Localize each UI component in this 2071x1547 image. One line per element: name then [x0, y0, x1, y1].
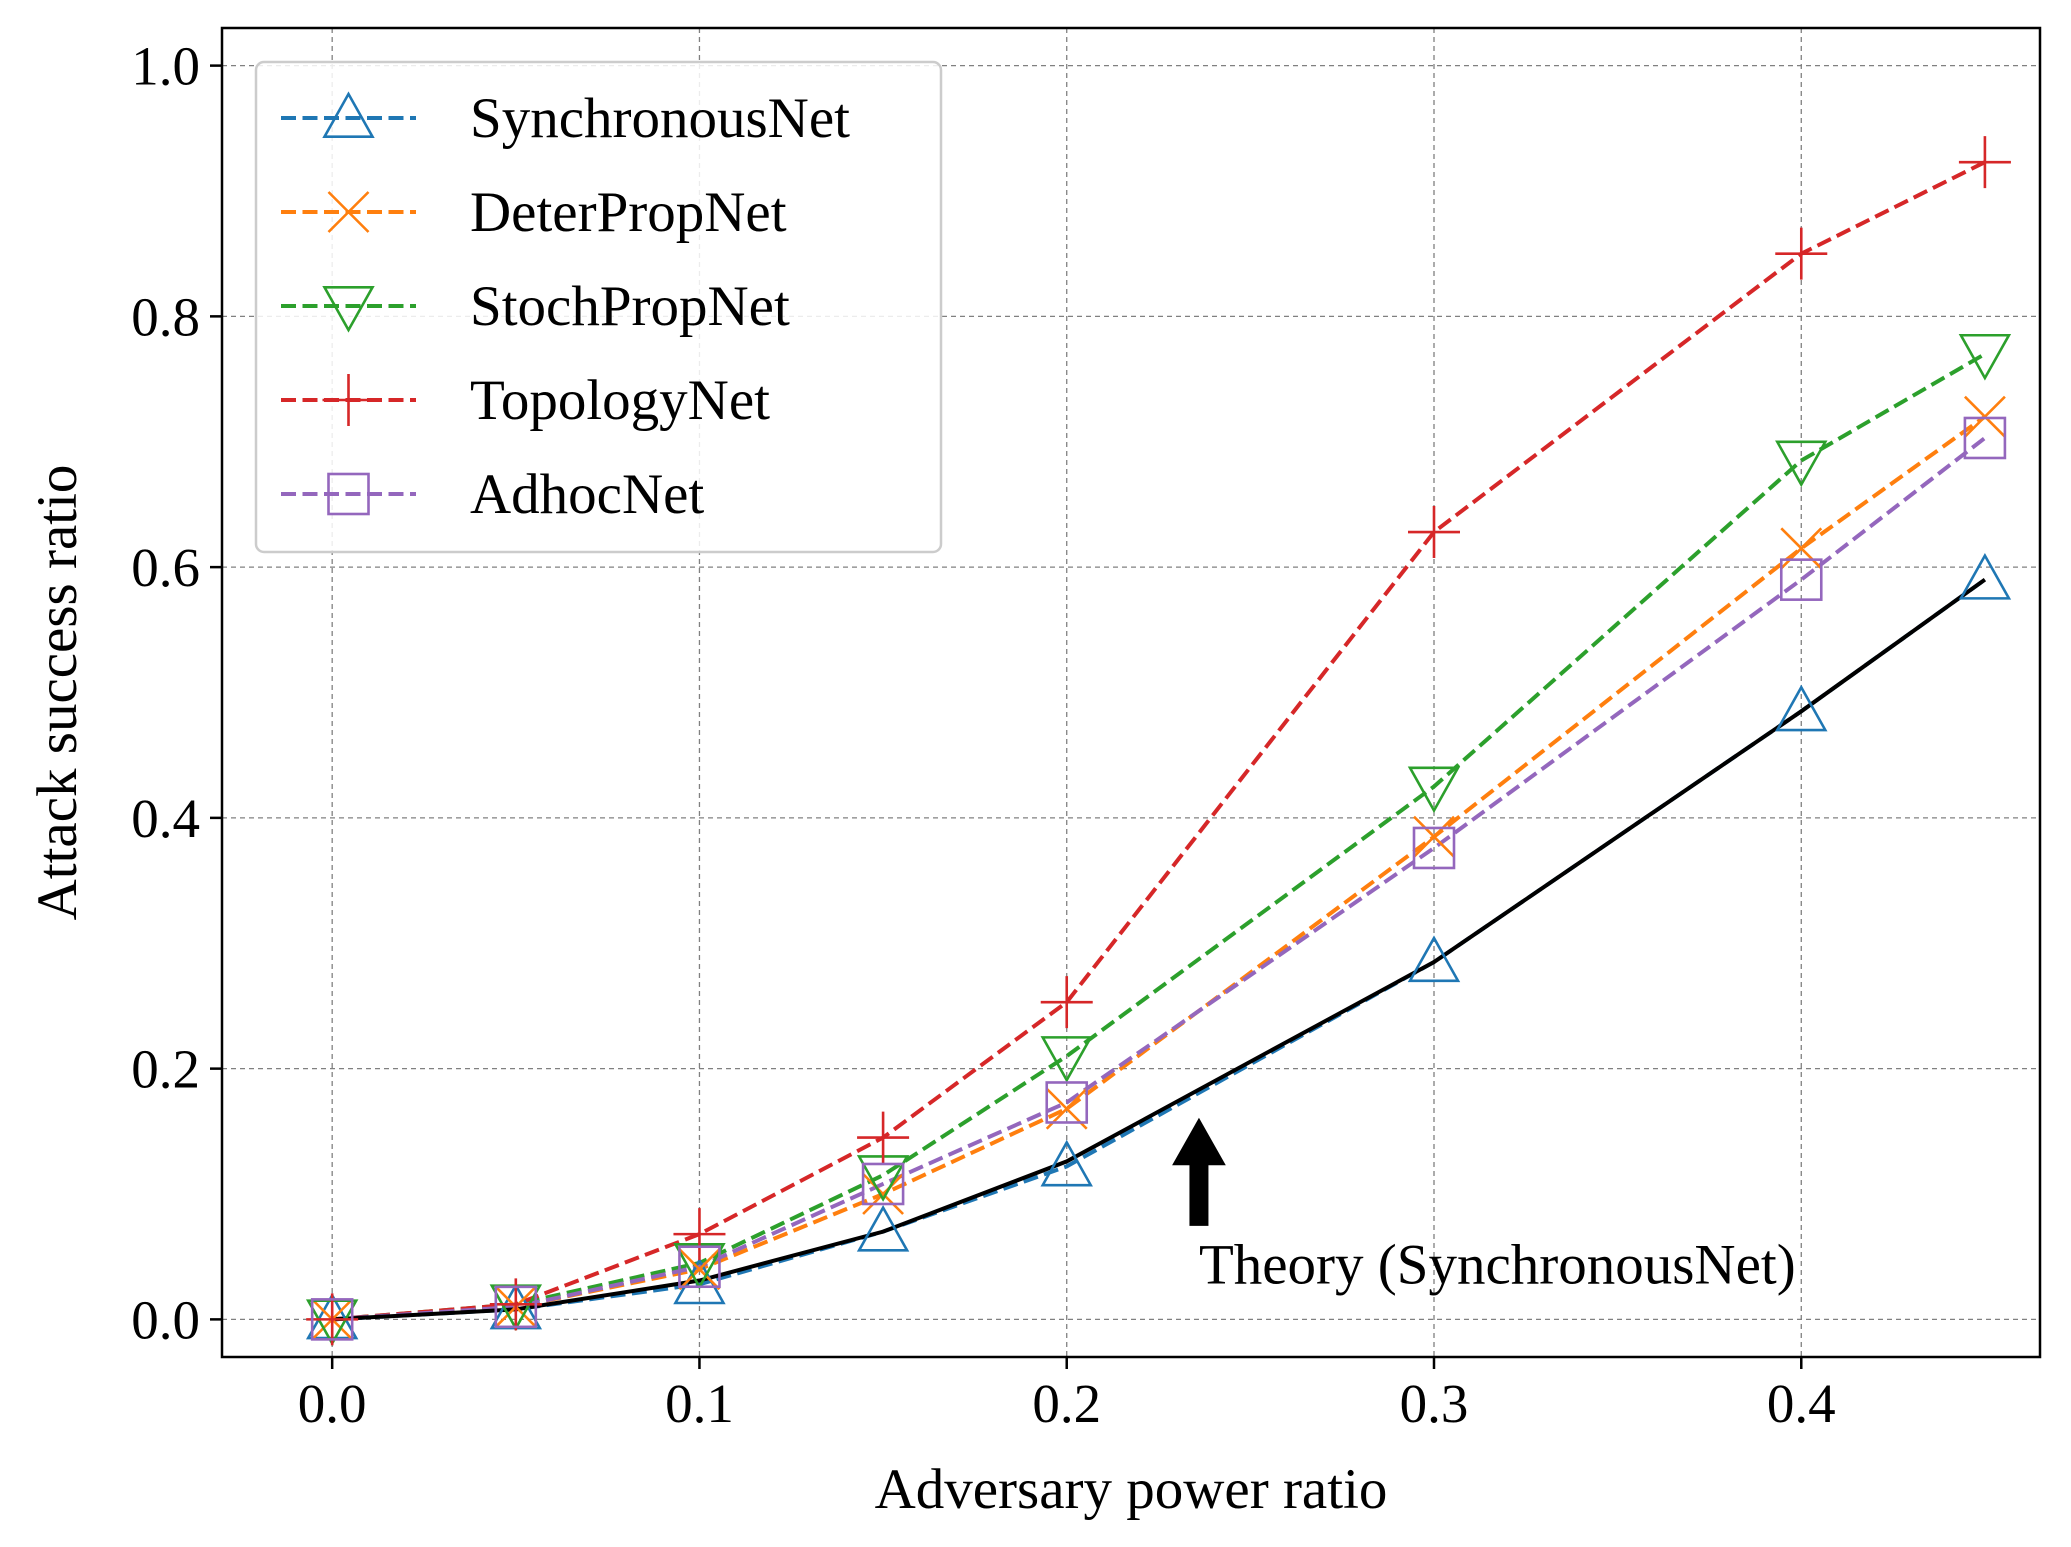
legend-marker [327, 191, 370, 233]
data-point-topologynet [1408, 506, 1460, 559]
x-axis-label: Adversary power ratio [875, 1458, 1388, 1521]
y-axis: 0.0 0.2 0.4 0.6 0.8 1.0 [131, 36, 222, 1350]
legend-marker [322, 285, 375, 333]
y-tick-label: 0.2 [131, 1039, 200, 1100]
x-tick-label: 0.2 [1032, 1373, 1101, 1434]
data-point-adhocnet [1412, 826, 1456, 870]
annotation-text: Theory (SynchronousNet) [1199, 1233, 1796, 1296]
y-tick-label: 0.6 [131, 537, 200, 598]
legend-label: TopologyNet [470, 369, 770, 432]
legend-label: DeterPropNet [470, 181, 787, 244]
x-tick-label: 0.0 [298, 1373, 367, 1434]
data-point-adhocnet [861, 1162, 905, 1206]
data-point-adhocnet [678, 1245, 721, 1289]
data-point-adhocnet [1779, 558, 1823, 601]
legend-label: AdhocNet [470, 463, 704, 526]
data-point-stochpropnet [1775, 440, 1828, 488]
legend-box [254, 60, 943, 554]
data-point-topologynet [1040, 976, 1093, 1029]
grid [222, 28, 2040, 1357]
data-point-topologynet [1775, 227, 1828, 280]
x-tick-label: 0.4 [1767, 1373, 1836, 1434]
legend-marker [322, 91, 375, 139]
x-tick-label: 0.1 [665, 1373, 734, 1434]
theory-line [332, 578, 1987, 1322]
data-point-synchronousnet [1040, 1139, 1093, 1187]
legend-marker [327, 472, 370, 516]
series-group [305, 136, 2012, 1347]
data-point-synchronousnet [1958, 553, 2012, 600]
legend-label: StochPropNet [470, 275, 790, 338]
data-point-synchronousnet [1407, 935, 1461, 983]
y-tick-label: 0.8 [131, 286, 200, 347]
legend: SynchronousNet DeterPropNet StochPropNet To… [254, 60, 943, 554]
data-point-synchronousnet [1775, 684, 1828, 732]
data-point-synchronousnet [856, 1204, 910, 1252]
y-tick-label: 0.0 [131, 1289, 200, 1350]
plot-frame [220, 26, 2042, 1359]
data-point-adhocnet [310, 1298, 354, 1341]
data-point-topologynet [673, 1208, 726, 1261]
annotation: Theory (SynchronousNet) [1172, 1117, 1796, 1296]
y-tick-label: 0.4 [131, 788, 200, 849]
data-point-stochpropnet [1040, 1036, 1093, 1083]
data-point-deterpropnet [1780, 527, 1823, 570]
data-point-deterpropnet [862, 1173, 905, 1215]
y-tick-label: 1.0 [131, 36, 200, 97]
data-point-topologynet [857, 1111, 910, 1164]
data-point-deterpropnet [678, 1248, 721, 1291]
data-point-deterpropnet [1413, 815, 1455, 858]
x-axis: 0.0 0.1 0.2 0.3 0.4 [298, 1357, 1836, 1434]
data-point-deterpropnet [1963, 395, 2006, 438]
y-axis-label: Attack success ratio [26, 465, 89, 921]
series-line-topologynet [332, 160, 1986, 1322]
series-line-synchronousnet [332, 578, 1987, 1322]
data-point-stochpropnet [1958, 333, 2012, 381]
data-point-adhocnet [494, 1285, 538, 1329]
series-line-adhocnet [332, 436, 1987, 1322]
data-point-stochpropnet [1407, 766, 1461, 814]
data-point-adhocnet [1045, 1081, 1089, 1124]
series-line-stochpropnet [332, 352, 1986, 1322]
legend-label: SynchronousNet [470, 87, 850, 150]
x-tick-label: 0.3 [1400, 1373, 1469, 1434]
data-point-topologynet [306, 1293, 359, 1346]
legend-marker [322, 374, 375, 426]
annotation-arrow [1172, 1117, 1226, 1226]
data-point-adhocnet [1963, 416, 2007, 460]
data-point-topologynet [1958, 136, 2011, 189]
